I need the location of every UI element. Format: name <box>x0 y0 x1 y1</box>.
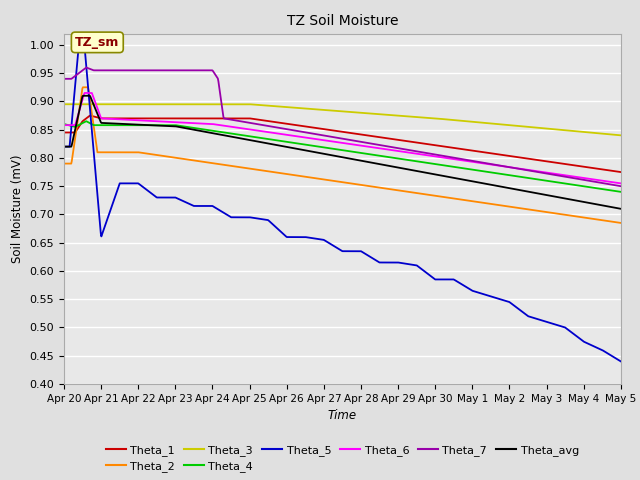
Theta_6 <box>617 180 625 186</box>
Theta_4 <box>443 163 451 168</box>
Theta_1 <box>443 144 451 150</box>
Theta_5 <box>118 180 125 186</box>
Theta_6 <box>306 135 314 141</box>
Theta_1 <box>505 153 513 159</box>
X-axis label: Time: Time <box>328 409 357 422</box>
Theta_2 <box>505 204 513 209</box>
Theta_6 <box>505 164 513 170</box>
Theta_3 <box>285 104 293 110</box>
Theta_avg <box>505 185 513 191</box>
Theta_3 <box>617 132 625 138</box>
Theta_avg <box>79 93 87 99</box>
Theta_7 <box>505 164 513 170</box>
Theta_5 <box>505 299 513 305</box>
Theta_7 <box>617 183 625 189</box>
Theta_5 <box>286 234 294 240</box>
Line: Theta_2: Theta_2 <box>64 87 621 223</box>
Theta_2 <box>118 149 125 155</box>
Theta_1 <box>60 130 68 135</box>
Theta_7 <box>306 130 314 136</box>
Line: Theta_4: Theta_4 <box>64 121 621 192</box>
Theta_3 <box>494 121 502 127</box>
Theta_1 <box>306 124 314 130</box>
Line: Theta_avg: Theta_avg <box>64 96 621 209</box>
Theta_7 <box>495 162 502 168</box>
Line: Theta_3: Theta_3 <box>64 104 621 135</box>
Text: TZ_sm: TZ_sm <box>75 36 120 49</box>
Theta_2 <box>495 202 502 208</box>
Theta_6 <box>60 122 68 128</box>
Theta_4 <box>60 121 68 127</box>
Line: Theta_5: Theta_5 <box>64 45 621 361</box>
Theta_4 <box>118 122 125 128</box>
Theta_avg <box>443 174 451 180</box>
Legend: Theta_1, Theta_2, Theta_3, Theta_4, Theta_5, Theta_6, Theta_7, Theta_avg: Theta_1, Theta_2, Theta_3, Theta_4, Thet… <box>102 440 583 477</box>
Theta_3 <box>504 122 512 128</box>
Theta_7 <box>60 76 68 82</box>
Theta_4 <box>306 143 314 148</box>
Theta_3 <box>305 106 313 112</box>
Theta_2 <box>617 220 625 226</box>
Theta_6 <box>81 90 88 96</box>
Theta_2 <box>60 161 68 167</box>
Title: TZ Soil Moisture: TZ Soil Moisture <box>287 14 398 28</box>
Line: Theta_7: Theta_7 <box>64 68 621 186</box>
Y-axis label: Soil Moisture (mV): Soil Moisture (mV) <box>11 155 24 263</box>
Theta_6 <box>118 117 125 122</box>
Theta_5 <box>60 144 68 149</box>
Theta_1 <box>495 152 502 157</box>
Theta_6 <box>286 132 294 138</box>
Theta_1 <box>118 116 125 121</box>
Theta_avg <box>617 206 625 212</box>
Theta_1 <box>286 121 294 127</box>
Theta_5 <box>306 235 314 240</box>
Theta_1 <box>617 169 625 175</box>
Theta_4 <box>286 139 294 145</box>
Theta_3 <box>442 117 450 122</box>
Theta_7 <box>286 127 294 132</box>
Theta_3 <box>60 101 68 107</box>
Theta_6 <box>495 163 502 168</box>
Theta_avg <box>118 121 125 127</box>
Theta_7 <box>83 65 90 71</box>
Line: Theta_1: Theta_1 <box>64 116 621 172</box>
Theta_5 <box>443 276 451 282</box>
Line: Theta_6: Theta_6 <box>64 93 621 183</box>
Theta_2 <box>306 175 314 180</box>
Theta_1 <box>86 113 94 119</box>
Theta_3 <box>117 101 125 107</box>
Theta_5 <box>617 359 625 364</box>
Theta_4 <box>617 189 625 195</box>
Theta_5 <box>76 42 83 48</box>
Theta_avg <box>286 144 294 150</box>
Theta_7 <box>443 154 451 159</box>
Theta_4 <box>505 172 513 178</box>
Theta_7 <box>118 68 125 73</box>
Theta_2 <box>286 171 294 177</box>
Theta_5 <box>495 296 502 301</box>
Theta_2 <box>79 84 87 90</box>
Theta_2 <box>443 194 451 200</box>
Theta_avg <box>495 183 502 189</box>
Theta_avg <box>60 144 68 149</box>
Theta_4 <box>495 171 502 177</box>
Theta_6 <box>443 155 451 161</box>
Theta_4 <box>83 119 90 124</box>
Theta_avg <box>306 148 314 154</box>
